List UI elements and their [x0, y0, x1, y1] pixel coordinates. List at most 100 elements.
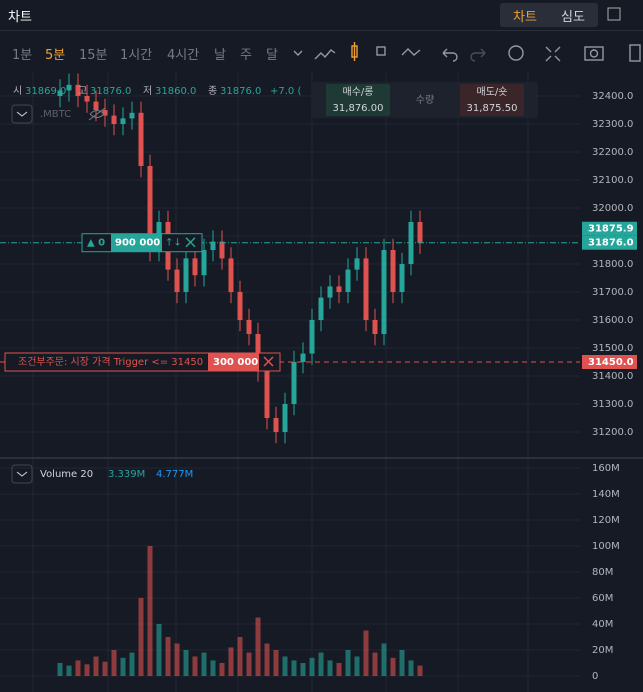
y-tick-label: 32400.0: [592, 91, 633, 102]
hidden-icon[interactable]: [88, 107, 106, 121]
toolbar-icon[interactable]: [401, 48, 421, 56]
candle-body: [138, 112, 144, 166]
interval-button[interactable]: 주: [240, 48, 252, 63]
toolbar-icon[interactable]: [293, 50, 303, 56]
candle-body: [66, 84, 72, 91]
y-tick-label: 32300.0: [592, 119, 633, 130]
volume-bar: [183, 650, 189, 676]
interval-button[interactable]: 4시간: [167, 48, 200, 63]
volume-bar: [84, 664, 90, 676]
candle-body: [102, 110, 108, 116]
candle-body: [192, 258, 198, 276]
volume-bar: [120, 657, 126, 676]
qty-label: 수량: [416, 94, 434, 106]
toolbar-icon[interactable]: [376, 46, 386, 56]
toolbar-icon[interactable]: [629, 44, 641, 62]
candle-body: [372, 320, 378, 334]
order-box: [4, 352, 281, 372]
price-tag: [582, 355, 637, 369]
toolbar-icon[interactable]: [584, 46, 604, 61]
order-size: 300 000: [213, 357, 258, 368]
tab[interactable]: 차트: [513, 10, 537, 25]
collapse-button[interactable]: [11, 464, 33, 484]
position-box: [81, 233, 203, 253]
volume-bar: [192, 656, 198, 676]
candle-body: [381, 250, 387, 334]
y-tick-label: 31400.0: [592, 371, 633, 382]
candle-body: [282, 404, 288, 432]
volume-bar: [399, 650, 405, 676]
y-tick-label: 31200.0: [592, 427, 633, 438]
buy-button[interactable]: [326, 84, 390, 116]
sell-button[interactable]: [460, 84, 524, 116]
candle-body: [156, 222, 162, 250]
title: 차트: [8, 10, 32, 25]
candle-body: [228, 258, 234, 292]
toolbar-icon[interactable]: [470, 48, 486, 62]
volume-bar: [129, 652, 135, 676]
candle-body: [111, 115, 117, 124]
order-cancel[interactable]: [263, 356, 274, 367]
interval-button[interactable]: 날: [214, 48, 226, 63]
chevron: [16, 111, 28, 117]
y-tick-label: 0: [592, 671, 598, 682]
volume-bar: [66, 665, 72, 676]
symbol: .MBTC: [40, 109, 71, 120]
toolbar-icon[interactable]: [442, 48, 458, 62]
toolbar-icon[interactable]: [545, 46, 561, 62]
candle-body: [219, 241, 225, 259]
interval-button[interactable]: 달: [266, 48, 278, 63]
interval-button[interactable]: 15분: [79, 48, 108, 63]
volume-bar: [408, 660, 414, 676]
candle-body: [264, 370, 270, 418]
y-tick-label: 32100.0: [592, 175, 633, 186]
candle-body: [417, 222, 423, 243]
volume-bar: [201, 652, 207, 676]
y-tick-label: 80M: [592, 567, 613, 578]
collapse-button[interactable]: [11, 104, 33, 124]
candle-body: [84, 96, 90, 102]
toolbar-icon[interactable]: [314, 49, 336, 60]
tab[interactable]: 심도: [561, 10, 585, 25]
volume-bar: [147, 546, 153, 676]
volume-bar: [102, 661, 108, 676]
volume-bar: [345, 650, 351, 676]
candle-body: [75, 84, 81, 96]
volume-value: 3.339M: [108, 469, 145, 480]
candle-body: [255, 334, 261, 371]
volume-bar: [327, 660, 333, 676]
order-label: 조건부주문: 시장 가격 Trigger <= 31450: [18, 355, 203, 368]
volume-bar: [381, 643, 387, 676]
y-tick-label: 100M: [592, 541, 620, 552]
interval-button[interactable]: 5분: [45, 48, 66, 63]
ohlc-value: 31860.0: [155, 86, 196, 97]
candle-body: [390, 250, 396, 292]
toolbar-icon[interactable]: [508, 45, 524, 61]
position-reverse[interactable]: ↑↓: [165, 238, 182, 249]
volume-bar: [255, 617, 261, 676]
candle-body: [291, 362, 297, 404]
candle-body: [399, 264, 405, 292]
ohlc-value: 31869.0: [25, 86, 66, 97]
interval-button[interactable]: 1분: [12, 48, 33, 63]
candle-body: [201, 250, 207, 276]
interval-button[interactable]: 1시간: [120, 48, 153, 63]
volume-bar: [372, 652, 378, 676]
position-close[interactable]: [185, 237, 196, 248]
ohlc-value: 31876.0: [220, 86, 261, 97]
volume-bar: [417, 665, 423, 676]
y-tick-label: 31800.0: [592, 259, 633, 270]
volume-value: 4.777M: [156, 469, 193, 480]
volume-name: Volume 20: [40, 469, 93, 480]
price-tag: [582, 235, 637, 250]
price-tag-label: 31875.9: [588, 224, 634, 235]
settings-icon[interactable]: [607, 7, 621, 21]
y-tick-label: 31500.0: [592, 343, 633, 354]
ohlc-label: 고: [78, 86, 87, 97]
toolbar-icon[interactable]: [589, 49, 599, 58]
volume-bar: [165, 637, 171, 676]
candle-body: [174, 269, 180, 292]
candle-body: [237, 292, 243, 320]
volume-bar: [264, 643, 270, 676]
y-tick-label: 31600.0: [592, 315, 633, 326]
